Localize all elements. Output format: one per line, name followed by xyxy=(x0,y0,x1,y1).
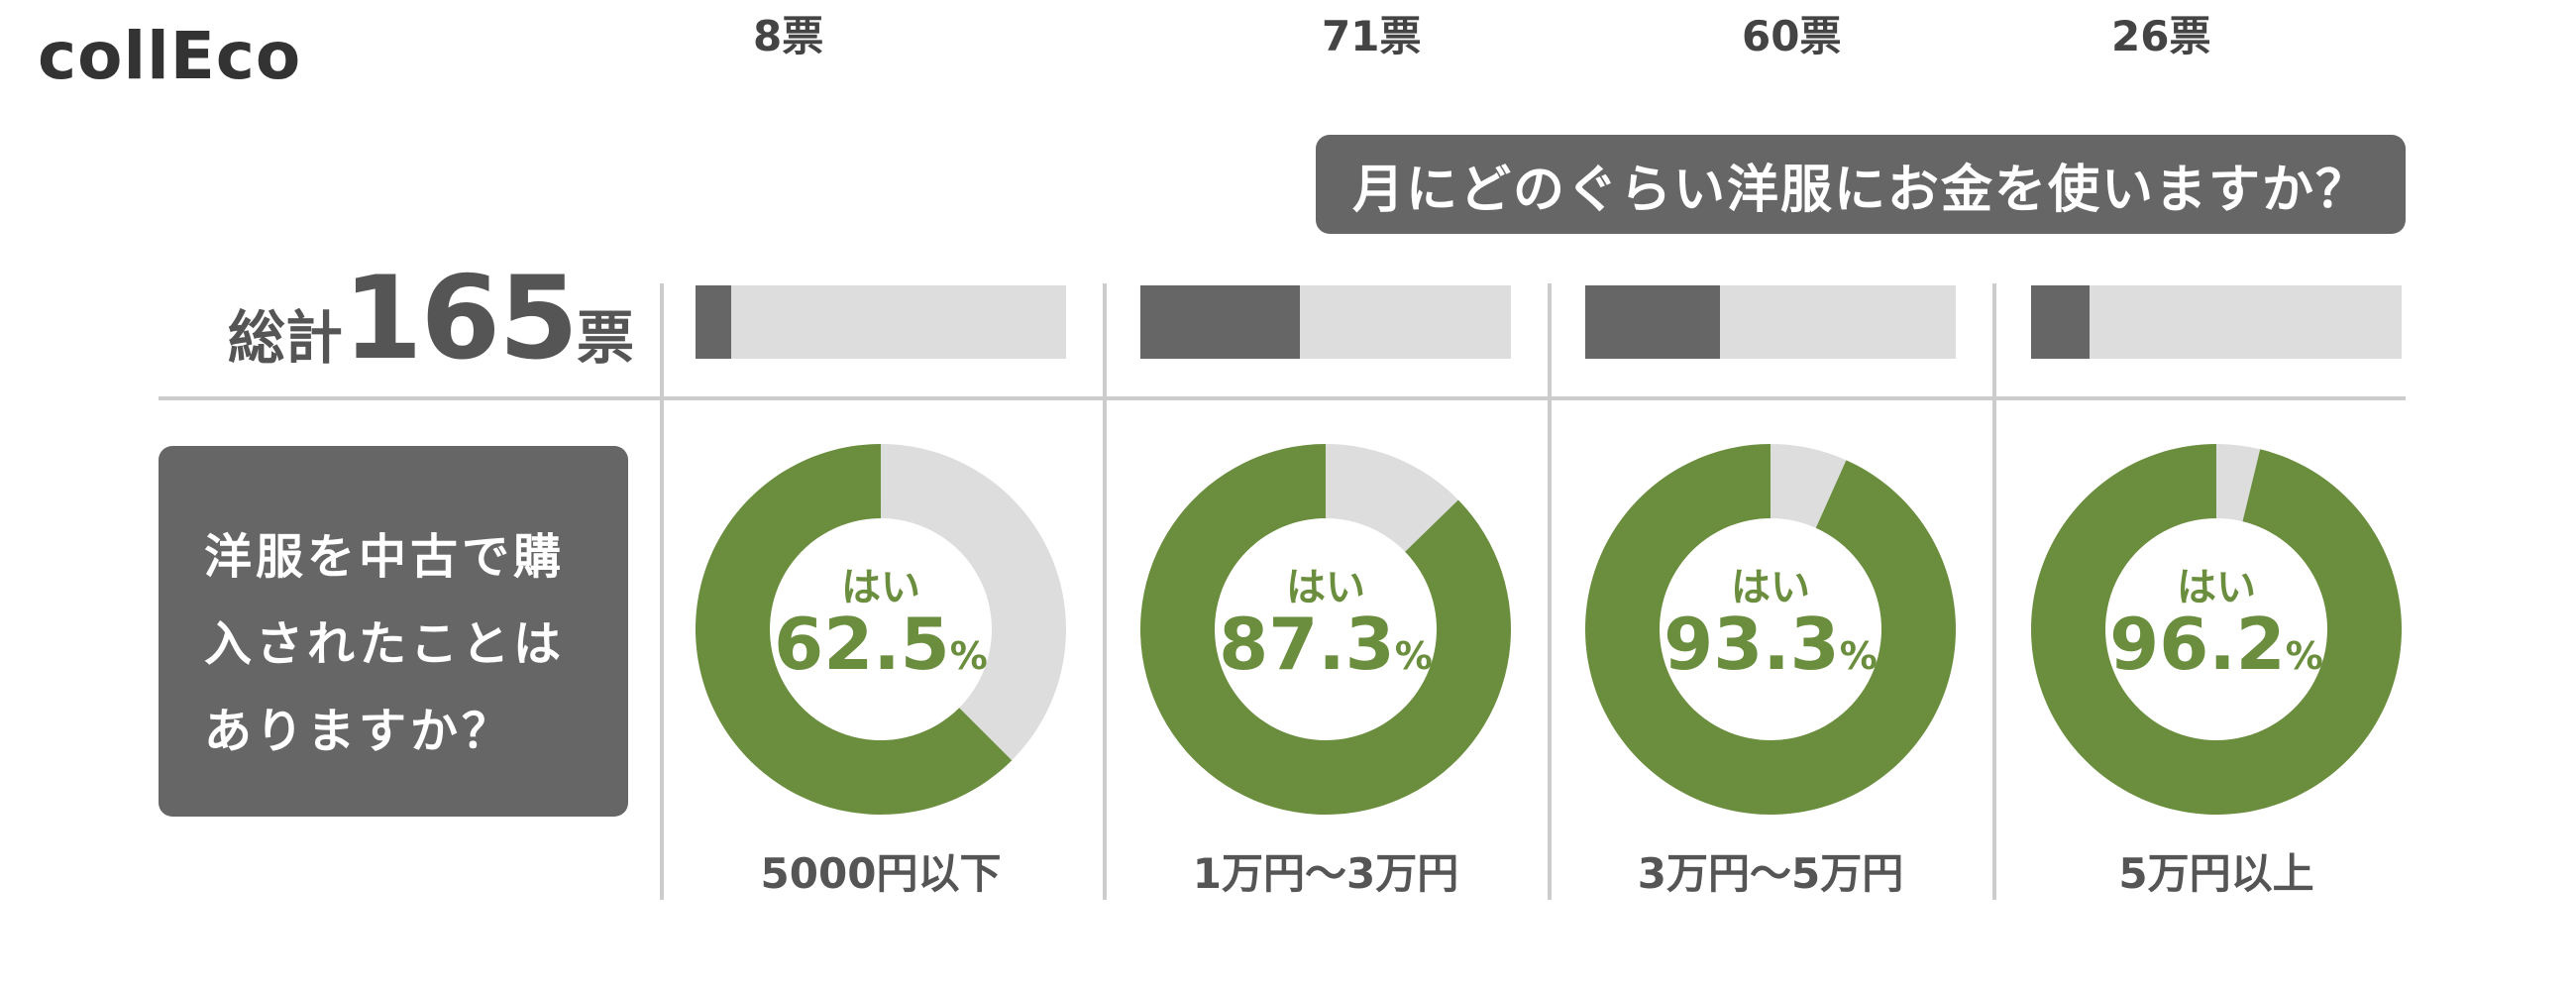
total-unit: 票 xyxy=(576,304,634,372)
percent-sign: % xyxy=(1394,634,1433,678)
percent-sign: % xyxy=(1839,634,1878,678)
vote-count-label: 26票 xyxy=(2111,12,2211,60)
donut-center: はい 96.2% xyxy=(2031,444,2402,815)
donut-chart xyxy=(696,444,1066,815)
vote-bar xyxy=(2031,285,2402,359)
donut-chart xyxy=(2031,444,2402,815)
column-divider xyxy=(1548,283,1552,900)
donut-slice-no xyxy=(881,444,1066,761)
column-divider xyxy=(1103,283,1107,900)
column-divider xyxy=(660,283,664,900)
yes-label: はい xyxy=(841,565,920,610)
category-label: 5万円以上 xyxy=(2118,849,2314,898)
sub-question-line-3: ありますか？ xyxy=(204,704,514,759)
yes-label: はい xyxy=(1286,565,1365,610)
donut-slice-yes xyxy=(2031,444,2402,815)
vote-bar xyxy=(1140,285,1511,359)
donut-slice-yes xyxy=(1585,444,1956,815)
category-label: 5000円以下 xyxy=(760,849,1002,898)
donut-chart xyxy=(1140,444,1511,815)
sub-question-line-2: 入されたことは xyxy=(204,616,566,672)
total-label: 総計 xyxy=(227,304,343,372)
donut-center: はい 62.5% xyxy=(696,444,1066,815)
logo: collEco xyxy=(38,18,302,94)
vote-bar-fill xyxy=(1585,285,1720,359)
sub-question-line-1: 洋服を中古で購 xyxy=(204,529,566,585)
yes-label: はい xyxy=(1731,565,1810,610)
vote-count-label: 60票 xyxy=(1742,12,1842,60)
category-label: 3万円〜5万円 xyxy=(1637,849,1904,898)
question-title: 月にどのぐらい洋服にお金を使いますか？ xyxy=(1316,135,2406,234)
donut-slice-yes xyxy=(696,444,1013,815)
vote-bar-fill xyxy=(1140,285,1300,359)
yes-percent: 93.3 xyxy=(1664,603,1840,686)
horizontal-divider xyxy=(159,396,2406,400)
vote-bar-fill xyxy=(696,285,731,359)
donut-chart xyxy=(1585,444,1956,815)
percent-sign: % xyxy=(2285,634,2323,678)
donut-slice-no xyxy=(1771,444,1847,528)
yes-percent: 96.2 xyxy=(2109,603,2286,686)
vote-bar xyxy=(696,285,1066,359)
vote-bar xyxy=(1585,285,1956,359)
percent-sign: % xyxy=(949,634,988,678)
category-label: 1万円〜3万円 xyxy=(1192,849,1459,898)
yes-percent: 62.5 xyxy=(774,603,950,686)
total-votes: 総計 165 票 xyxy=(159,262,634,390)
yes-label: はい xyxy=(2177,565,2256,610)
donut-slice-no xyxy=(1326,444,1458,552)
sub-question-box: 洋服を中古で購 入されたことは ありますか？ xyxy=(159,446,628,817)
column-divider xyxy=(1992,283,1996,900)
donut-center: はい 93.3% xyxy=(1585,444,1956,815)
vote-bar-fill xyxy=(2031,285,2090,359)
donut-slice-yes xyxy=(1140,444,1511,815)
donut-center: はい 87.3% xyxy=(1140,444,1511,815)
donut-slice-no xyxy=(2216,444,2261,522)
yes-percent: 87.3 xyxy=(1219,603,1395,686)
vote-count-label: 71票 xyxy=(1322,12,1422,60)
vote-count-label: 8票 xyxy=(753,12,824,60)
total-value: 165 xyxy=(342,252,579,385)
